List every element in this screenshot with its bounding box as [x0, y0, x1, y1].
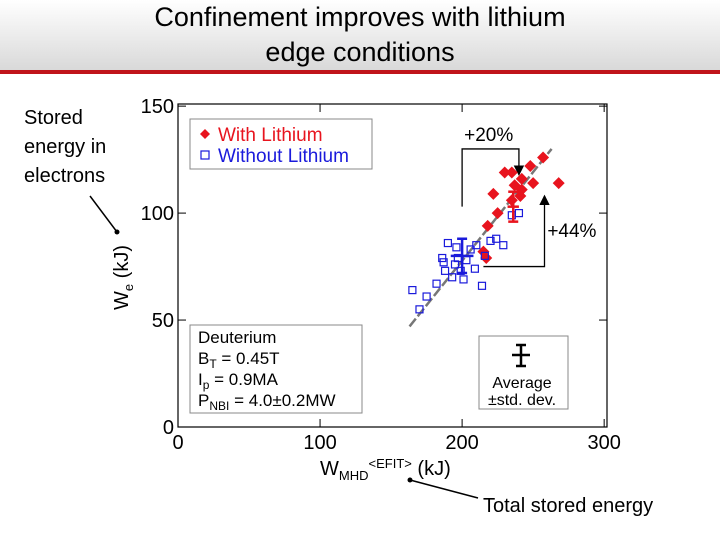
point — [527, 177, 540, 190]
x-tick-label: 0 — [172, 432, 183, 454]
annotation: +20% — [464, 125, 513, 146]
condition: Ip = 0.9MA — [198, 370, 279, 392]
point — [481, 219, 494, 232]
legend-marker — [200, 150, 210, 160]
point — [552, 177, 565, 190]
point — [487, 187, 500, 200]
x-tick-label: 100 — [303, 432, 336, 454]
condition-part: I — [198, 370, 203, 389]
point — [422, 292, 431, 301]
y-tick-label: 50 — [152, 310, 174, 332]
point — [537, 151, 550, 164]
point — [472, 241, 481, 250]
arrow — [461, 148, 525, 207]
arrow — [483, 194, 550, 268]
error-key-box — [478, 335, 569, 410]
condition: PNBI = 4.0±0.2MW — [198, 391, 336, 413]
point — [448, 273, 457, 282]
point — [408, 285, 417, 295]
pointer-dot — [407, 477, 413, 483]
y-axis-label-part: e — [121, 284, 136, 291]
x-axis-label-part: (kJ) — [412, 458, 451, 480]
point — [505, 194, 518, 207]
annotation: +44% — [547, 221, 596, 242]
x-axis-label-part: W — [320, 458, 339, 480]
side-note: Stored — [24, 107, 83, 129]
y-axis-label-part: (kJ) — [111, 245, 133, 284]
condition-part: Deuterium — [198, 328, 276, 347]
point — [515, 172, 528, 185]
condition: BT = 0.45T — [198, 349, 280, 371]
conditions-box — [189, 324, 363, 414]
condition-part: = 0.9MA — [209, 370, 278, 389]
condition-part: = 4.0±0.2MW — [229, 391, 335, 410]
condition-part: p — [203, 378, 210, 392]
legend-label: With Lithium — [218, 125, 323, 146]
x-axis-label: WMHD<EFIT> (kJ) — [320, 456, 451, 483]
point — [443, 238, 453, 248]
point — [480, 251, 489, 260]
point — [477, 245, 490, 258]
point — [456, 266, 465, 275]
point — [452, 243, 461, 252]
x-axis-label-part: MHD — [339, 468, 369, 483]
point — [514, 208, 524, 218]
point — [415, 305, 424, 314]
condition: Deuterium — [198, 328, 276, 347]
point — [499, 241, 508, 250]
title-rule — [0, 70, 720, 74]
y-tick-label: 0 — [163, 417, 174, 439]
point — [440, 266, 450, 275]
condition-part: P — [198, 391, 209, 410]
pointer — [89, 195, 118, 233]
x-tick-label: 200 — [445, 432, 478, 454]
condition-part: B — [198, 349, 209, 368]
condition-part: = 0.45T — [217, 349, 280, 368]
fit-line — [408, 148, 553, 328]
legend-label: Without Lithium — [218, 146, 349, 167]
x-tick-label: 300 — [587, 432, 620, 454]
title-band — [0, 0, 720, 70]
side-note: energy in — [24, 136, 106, 158]
point — [439, 258, 448, 267]
pointer-dot — [114, 229, 120, 235]
point — [498, 166, 511, 179]
point — [470, 264, 479, 273]
y-tick-label: 150 — [141, 96, 174, 118]
condition-part: NBI — [209, 399, 229, 413]
y-tick-label: 100 — [141, 203, 174, 225]
title-line: Confinement improves with lithium — [154, 2, 565, 32]
point — [438, 253, 447, 263]
point — [524, 160, 537, 173]
side-note: electrons — [24, 165, 105, 187]
point — [505, 166, 518, 179]
x-axis-label-part: <EFIT> — [369, 456, 412, 471]
pointer — [409, 479, 479, 499]
title-line: edge conditions — [265, 37, 454, 67]
error-key-label: Average — [492, 375, 551, 392]
point — [466, 245, 475, 254]
error-key-label: ±std. dev. — [488, 392, 556, 409]
y-axis-label: We (kJ) — [111, 245, 136, 310]
point — [492, 234, 501, 243]
legend-marker — [200, 129, 210, 139]
point — [477, 281, 487, 290]
legend-box — [189, 118, 373, 170]
point — [459, 275, 468, 284]
point — [432, 279, 441, 288]
bottom-note: Total stored energy — [483, 495, 653, 517]
point — [508, 179, 521, 192]
point — [491, 207, 504, 220]
y-axis-label-part: W — [111, 291, 133, 310]
point — [486, 236, 495, 246]
condition-part: T — [209, 357, 217, 371]
